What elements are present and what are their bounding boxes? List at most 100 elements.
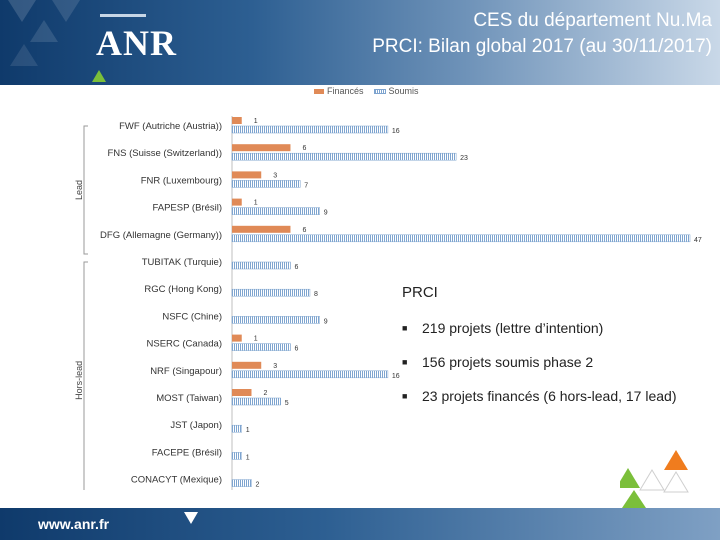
- data-label-submitted: 5: [285, 400, 289, 407]
- data-label-financed: 6: [302, 227, 306, 234]
- bar-financed: [232, 117, 242, 124]
- logo-underline: [100, 14, 146, 17]
- bar-submitted: [231, 125, 389, 134]
- bar-financed: [232, 198, 242, 206]
- bar-submitted: [231, 424, 242, 433]
- summary-bullet: ■ 219 projets (lettre d’intention): [402, 318, 676, 352]
- legend-submitted: Soumis: [373, 86, 419, 96]
- summary-heading: PRCI: [402, 284, 438, 301]
- group-label: Hors-lead: [74, 361, 84, 400]
- summary-bullet-text: 219 projets (lettre d’intention): [422, 320, 604, 336]
- bar-financed: [232, 144, 291, 152]
- decor-triangle: [30, 20, 58, 42]
- category-label: JST (Japon): [170, 420, 222, 431]
- legend-swatch-financed: [314, 89, 324, 95]
- category-label: FNS (Suisse (Switzerland)): [107, 148, 222, 159]
- bar-financed: [232, 171, 262, 179]
- bar-submitted: [231, 152, 457, 161]
- data-label-submitted: 8: [314, 291, 318, 298]
- bar-financed: [232, 334, 242, 342]
- data-label-submitted: 6: [294, 346, 298, 353]
- anr-logo: ANR: [96, 23, 177, 63]
- data-label-submitted: 6: [294, 264, 298, 271]
- summary-bullet: ■ 156 projets soumis phase 2: [402, 352, 676, 386]
- bar-submitted: [231, 261, 291, 270]
- data-label-submitted: 9: [324, 318, 328, 325]
- footer-bar: www.anr.fr: [0, 508, 720, 540]
- data-label-financed: 3: [273, 172, 277, 179]
- page-title: CES du département Nu.Ma PRCI: Bilan glo…: [372, 8, 712, 60]
- bar-submitted: [231, 479, 252, 487]
- decor-triangle: [8, 0, 36, 22]
- category-label: NSERC (Canada): [147, 339, 223, 350]
- decor-triangles: [620, 450, 689, 508]
- data-label-financed: 3: [273, 363, 277, 370]
- legend-label-submitted: Soumis: [388, 86, 419, 96]
- category-label: RGC (Hong Kong): [144, 284, 222, 295]
- group-label: Lead: [74, 180, 84, 200]
- category-label: NRF (Singapour): [150, 366, 222, 377]
- data-label-submitted: 47: [694, 237, 702, 244]
- header-banner: ANR CES du département Nu.Ma PRCI: Bilan…: [0, 0, 720, 85]
- title-line-1: CES du département Nu.Ma: [473, 10, 712, 31]
- data-label-submitted: 23: [460, 155, 468, 162]
- title-line-2: PRCI: Bilan global 2017 (au 30/11/2017): [372, 36, 712, 57]
- bullet-icon: ■: [402, 357, 408, 367]
- decor-triangle: [184, 512, 198, 524]
- decor-triangle-green: [92, 70, 106, 82]
- legend-label-financed: Financés: [327, 86, 364, 96]
- bar-submitted: [231, 452, 242, 460]
- summary-bullet-text: 156 projets soumis phase 2: [422, 354, 594, 370]
- decor-triangle-green: [622, 490, 646, 508]
- decor-triangle-outline: [663, 471, 689, 493]
- category-label: NSFC (Chine): [162, 311, 222, 322]
- data-label-submitted: 9: [324, 210, 328, 217]
- bar-submitted: [231, 343, 291, 351]
- data-label-submitted: 16: [392, 373, 400, 380]
- bar-chart: Lead Hors-lead FWF (Autriche (Austria)) 1 1…: [74, 116, 702, 490]
- bar-submitted: [231, 316, 320, 324]
- summary-list: ■ 219 projets (lettre d’intention) ■ 156 p…: [402, 318, 676, 420]
- bar-submitted: [231, 370, 389, 379]
- decor-triangle-outline: [639, 469, 665, 491]
- group-bracket: [83, 261, 88, 490]
- summary-bullet: ■ 23 projets financés (6 hors-lead, 17 le…: [402, 386, 676, 420]
- decor-triangle-green: [620, 468, 640, 488]
- category-label: FNR (Luxembourg): [141, 175, 222, 186]
- decor-triangle-orange: [664, 450, 688, 470]
- category-label: MOST (Taiwan): [156, 393, 222, 404]
- category-label: DFG (Allemagne (Germany)): [100, 230, 222, 241]
- data-label-submitted: 2: [255, 482, 259, 489]
- data-label-submitted: 1: [246, 454, 250, 461]
- legend-financed: Financés: [314, 86, 364, 96]
- legend-swatch-submitted: [373, 89, 386, 95]
- data-label-financed: 6: [302, 145, 306, 152]
- category-label: FWF (Autriche (Austria)): [119, 121, 222, 132]
- bar-submitted: [231, 180, 301, 188]
- category-label: FAPESP (Brésil): [152, 203, 222, 214]
- footer-url: www.anr.fr: [38, 516, 110, 532]
- category-label: TUBITAK (Turquie): [142, 257, 222, 268]
- bar-submitted: [231, 397, 281, 406]
- data-label-submitted: 16: [392, 128, 400, 135]
- bar-financed: [232, 225, 291, 233]
- data-label-financed: 1: [254, 200, 258, 207]
- data-label-submitted: 7: [304, 182, 308, 189]
- data-label-financed: 2: [263, 390, 267, 397]
- bar-financed: [232, 389, 252, 396]
- summary-bullet-text: 23 projets financés (6 hors-lead, 17 lea…: [422, 388, 677, 404]
- bar-submitted: [231, 234, 691, 243]
- data-label-financed: 1: [254, 336, 258, 343]
- decor-triangle: [10, 44, 38, 66]
- bullet-icon: ■: [402, 391, 408, 401]
- category-label: FACEPE (Brésil): [152, 447, 222, 458]
- bullet-icon: ■: [402, 323, 408, 333]
- bar-submitted: [231, 207, 320, 215]
- category-label: CONACYT (Mexique): [131, 475, 222, 486]
- group-bracket: [83, 125, 88, 255]
- data-label-financed: 1: [254, 118, 258, 125]
- bar-submitted: [231, 288, 311, 297]
- data-label-submitted: 1: [246, 427, 250, 434]
- chart-legend: Financés Soumis: [314, 86, 419, 96]
- decor-triangle: [52, 0, 80, 22]
